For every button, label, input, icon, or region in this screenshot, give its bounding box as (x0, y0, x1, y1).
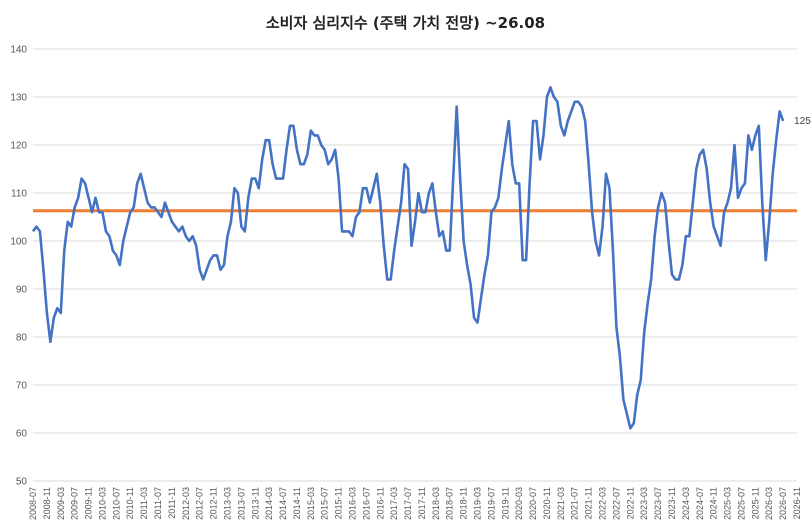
x-tick-label: 2011-11 (167, 487, 177, 519)
x-tick-label: 2014-07 (278, 487, 288, 520)
x-tick-label: 2020-07 (528, 487, 538, 520)
x-tick-label: 2011-03 (139, 487, 149, 519)
x-tick-label: 2023-07 (653, 487, 663, 520)
y-tick-label: 80 (16, 333, 28, 344)
x-tick-label: 2009-03 (56, 487, 66, 520)
grid-lines (33, 48, 797, 482)
x-tick-label: 2016-11 (375, 487, 385, 519)
x-tick-label: 2014-11 (292, 487, 302, 519)
x-tick-label: 2017-07 (403, 487, 413, 520)
x-tick-label: 2010-03 (97, 487, 107, 520)
x-tick-label: 2026-03 (764, 487, 774, 520)
x-tick-label: 2022-07 (611, 487, 621, 520)
y-tick-label: 70 (16, 381, 28, 392)
x-tick-label: 2013-03 (222, 487, 232, 520)
x-tick-label: 2012-07 (195, 487, 205, 520)
x-tick-label: 2026-11 (792, 487, 802, 519)
x-tick-label: 2019-03 (473, 487, 483, 520)
chart-title: 소비자 심리지수 (주택 가치 전망) ~26.08 (265, 14, 546, 32)
x-tick-label: 2023-03 (639, 487, 649, 520)
x-tick-label: 2012-03 (181, 487, 191, 520)
x-tick-label: 2025-11 (750, 487, 760, 519)
y-tick-label: 50 (16, 477, 28, 488)
y-tick-label: 120 (10, 141, 27, 152)
x-tick-label: 2025-07 (736, 487, 746, 520)
x-tick-label: 2018-07 (445, 487, 455, 520)
x-tick-label: 2013-07 (236, 487, 246, 520)
x-tick-label: 2010-07 (111, 487, 121, 520)
y-tick-label: 130 (10, 93, 27, 104)
x-tick-label: 2020-11 (542, 487, 552, 519)
x-axis: 2008-07 2008-11 2009-03 2009-07 2009-11 2010-… (28, 487, 802, 520)
x-tick-label: 2023-11 (667, 487, 677, 519)
y-tick-label: 110 (11, 189, 27, 200)
x-tick-label: 2015-11 (334, 487, 344, 519)
x-tick-label: 2017-03 (389, 487, 399, 520)
x-tick-label: 2024-11 (709, 487, 719, 519)
x-tick-label: 2015-07 (320, 487, 330, 520)
x-tick-label: 2018-03 (431, 487, 441, 520)
x-tick-label: 2019-11 (500, 487, 510, 519)
x-tick-label: 2009-11 (84, 487, 94, 519)
x-tick-label: 2026-07 (778, 487, 788, 520)
x-tick-label: 2019-07 (486, 487, 496, 520)
x-tick-label: 2021-11 (584, 487, 594, 519)
x-tick-label: 2017-11 (417, 487, 427, 519)
x-tick-label: 2011-07 (153, 487, 163, 519)
end-value-label: 125 (794, 116, 811, 127)
x-tick-label: 2013-11 (250, 487, 260, 519)
x-tick-label: 2014-03 (264, 487, 274, 520)
x-tick-label: 2009-07 (70, 487, 80, 520)
series-line (31, 86, 785, 430)
x-tick-label: 2021-03 (556, 487, 566, 520)
y-tick-label: 60 (16, 429, 28, 440)
y-tick-label: 90 (16, 285, 28, 296)
x-tick-label: 2022-03 (598, 487, 608, 520)
x-tick-label: 2016-07 (361, 487, 371, 520)
x-tick-label: 2024-03 (681, 487, 691, 520)
x-tick-label: 2010-11 (125, 487, 135, 519)
data-labels: 125 (794, 116, 811, 127)
series-lines (31, 86, 797, 430)
y-tick-label: 100 (10, 237, 27, 248)
x-tick-label: 2016-03 (347, 487, 357, 520)
x-tick-label: 2018-11 (459, 487, 469, 519)
x-tick-label: 2024-07 (695, 487, 705, 520)
x-tick-label: 2021-07 (570, 487, 580, 520)
x-tick-label: 2008-07 (28, 487, 38, 520)
x-tick-label: 2012-11 (209, 487, 219, 519)
y-tick-label: 140 (10, 45, 27, 56)
x-tick-label: 2008-11 (42, 487, 52, 519)
x-tick-label: 2025-03 (723, 487, 733, 520)
x-tick-label: 2020-03 (514, 487, 524, 520)
x-tick-label: 2022-11 (625, 487, 635, 519)
y-axis: 50 60 70 80 90 100 110 120 130 140 (10, 45, 27, 488)
x-tick-label: 2015-03 (306, 487, 316, 520)
